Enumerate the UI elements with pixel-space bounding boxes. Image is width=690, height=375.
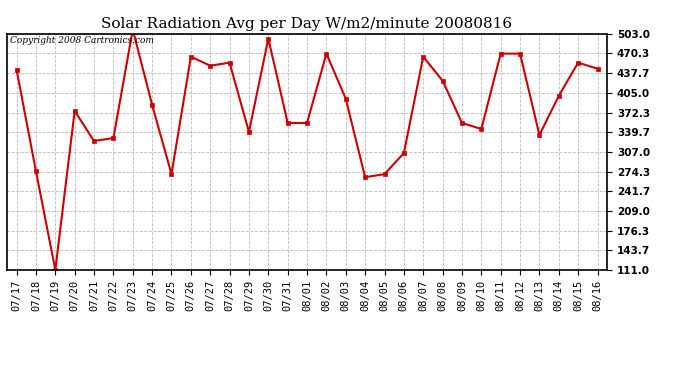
Text: Copyright 2008 Cartronics.com: Copyright 2008 Cartronics.com [10, 36, 154, 45]
Title: Solar Radiation Avg per Day W/m2/minute 20080816: Solar Radiation Avg per Day W/m2/minute … [101, 17, 513, 31]
